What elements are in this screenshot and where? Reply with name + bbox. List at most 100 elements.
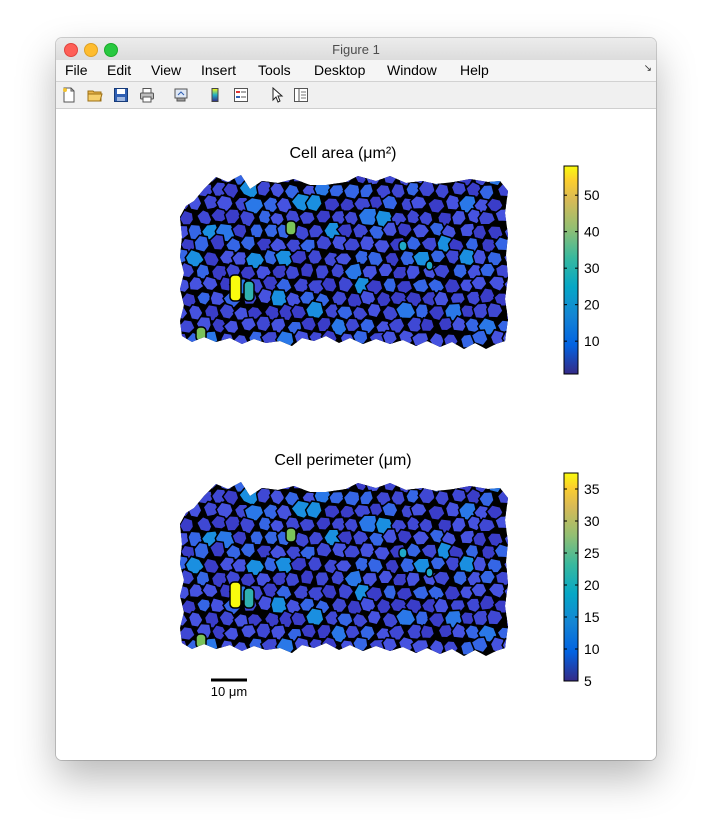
tissue-cell bbox=[222, 626, 240, 642]
open-folder-icon[interactable] bbox=[86, 86, 104, 104]
menu-desktop[interactable]: Desktop bbox=[314, 62, 366, 78]
maximize-window-button[interactable] bbox=[104, 43, 118, 57]
tissue-cell bbox=[239, 234, 257, 253]
pointer-icon[interactable] bbox=[268, 86, 286, 104]
tissue-cell bbox=[503, 505, 508, 521]
tissue-cell bbox=[441, 482, 460, 490]
menu-view[interactable]: View bbox=[151, 62, 182, 78]
tissue-cell bbox=[405, 515, 424, 532]
perimeter-colorbar-tick-label: 10 bbox=[584, 641, 600, 657]
tissue-cell bbox=[262, 248, 280, 267]
perimeter-colorbar: 5 10 15 20 25 30 35 bbox=[563, 472, 600, 689]
tissue-cell bbox=[478, 262, 497, 278]
tissue-cell bbox=[492, 292, 508, 308]
tissue-cell bbox=[433, 182, 451, 200]
tissue-cell bbox=[289, 303, 308, 320]
tissue-cell bbox=[395, 586, 414, 602]
tissue-cell bbox=[465, 487, 483, 505]
tissue-cell bbox=[180, 175, 192, 189]
tissue-cell bbox=[297, 517, 317, 533]
tissue-cell bbox=[353, 555, 370, 573]
tissue-cell bbox=[307, 637, 326, 655]
dock-arrow-icon[interactable]: ↘ bbox=[643, 63, 652, 74]
perimeter-colorbar-ticks: 5 10 15 20 25 30 35 bbox=[564, 481, 600, 689]
menu-edit[interactable]: Edit bbox=[107, 62, 132, 78]
menu-tools[interactable]: Tools bbox=[258, 62, 291, 78]
tissue-cell bbox=[372, 238, 392, 255]
tissue-cell bbox=[405, 263, 422, 281]
toolbar bbox=[56, 82, 656, 109]
tissue-cell bbox=[193, 234, 211, 254]
menu-window[interactable]: Window bbox=[387, 62, 437, 78]
tissue-cell bbox=[510, 488, 527, 504]
export-icon[interactable] bbox=[172, 86, 190, 104]
tissue-cell bbox=[364, 175, 382, 187]
minimize-window-button[interactable] bbox=[84, 43, 98, 57]
perimeter-colorbar-tick-label: 15 bbox=[584, 609, 600, 625]
tissue-cell bbox=[337, 582, 355, 601]
tissue-cell bbox=[358, 317, 377, 335]
tissue-cell bbox=[285, 527, 297, 543]
tissue-cell bbox=[322, 503, 342, 520]
new-figure-icon[interactable] bbox=[60, 86, 78, 104]
tissue-cell bbox=[320, 276, 339, 294]
tissue-cell bbox=[405, 570, 422, 588]
tissue-cell bbox=[419, 623, 436, 640]
menu-insert[interactable]: Insert bbox=[201, 62, 237, 78]
tissue-cell bbox=[432, 596, 450, 614]
tissue-cell bbox=[450, 487, 468, 504]
perimeter-colorbar-tick-label: 30 bbox=[584, 513, 600, 529]
tissue-cell bbox=[342, 182, 362, 201]
tissue-cell bbox=[358, 234, 377, 252]
tissue-cell bbox=[477, 210, 497, 226]
figure-svg: Cell area (μm²) 10 20 30 40 50 Cell perimete… bbox=[180, 145, 600, 699]
tissue-cell bbox=[210, 316, 229, 335]
tissue-cell bbox=[243, 280, 255, 302]
colorbar-icon[interactable] bbox=[206, 86, 224, 104]
tissue-cell bbox=[344, 317, 362, 333]
tissue-cell bbox=[246, 305, 265, 321]
tissue-cell bbox=[396, 221, 414, 239]
tissue-cell bbox=[277, 609, 295, 629]
tissue-cell bbox=[437, 623, 455, 639]
scale-bar-label: 10 μm bbox=[211, 684, 247, 699]
area-map-title: Cell area (μm²) bbox=[289, 145, 396, 162]
tissue-cell bbox=[277, 302, 295, 322]
tissue-cell bbox=[503, 198, 508, 214]
tissue-cell bbox=[238, 209, 257, 228]
menu-file[interactable]: File bbox=[65, 62, 88, 78]
tissue-cell bbox=[307, 330, 326, 348]
tissue-cell bbox=[366, 302, 383, 319]
tissue-cell bbox=[324, 482, 343, 492]
tissue-cell bbox=[343, 517, 360, 534]
tissue-cell bbox=[327, 490, 346, 506]
print-icon[interactable] bbox=[138, 86, 156, 104]
close-window-button[interactable] bbox=[64, 43, 78, 57]
tissue-cell bbox=[366, 556, 385, 575]
tissue-cell bbox=[289, 556, 308, 573]
tissue-cell bbox=[450, 516, 468, 534]
tissue-cell bbox=[366, 249, 385, 268]
tissue-cell bbox=[243, 196, 265, 215]
title-bar[interactable]: Figure 1 bbox=[56, 38, 656, 61]
tissue-cell bbox=[285, 220, 297, 236]
tissue-cell bbox=[429, 555, 447, 571]
tissue-cell bbox=[290, 482, 308, 490]
tissue-cell bbox=[289, 249, 308, 266]
tissue-cell bbox=[465, 180, 483, 198]
tissue-cell bbox=[195, 326, 207, 342]
menu-help[interactable]: Help bbox=[460, 62, 489, 78]
legend-icon[interactable] bbox=[232, 86, 250, 104]
tissue-cell bbox=[180, 583, 192, 601]
perimeter-colorbar-tick-label: 20 bbox=[584, 577, 600, 593]
tissue-cell bbox=[510, 568, 528, 586]
tissue-cell bbox=[377, 569, 395, 585]
tissue-cell bbox=[188, 275, 206, 292]
tissue-cell bbox=[411, 222, 431, 240]
tissue-cell bbox=[329, 569, 347, 587]
tissue-cell bbox=[411, 529, 431, 547]
tissue-cell bbox=[229, 274, 242, 302]
tissue-cell bbox=[306, 555, 324, 573]
save-icon[interactable] bbox=[112, 86, 130, 104]
property-editor-icon[interactable] bbox=[292, 86, 310, 104]
